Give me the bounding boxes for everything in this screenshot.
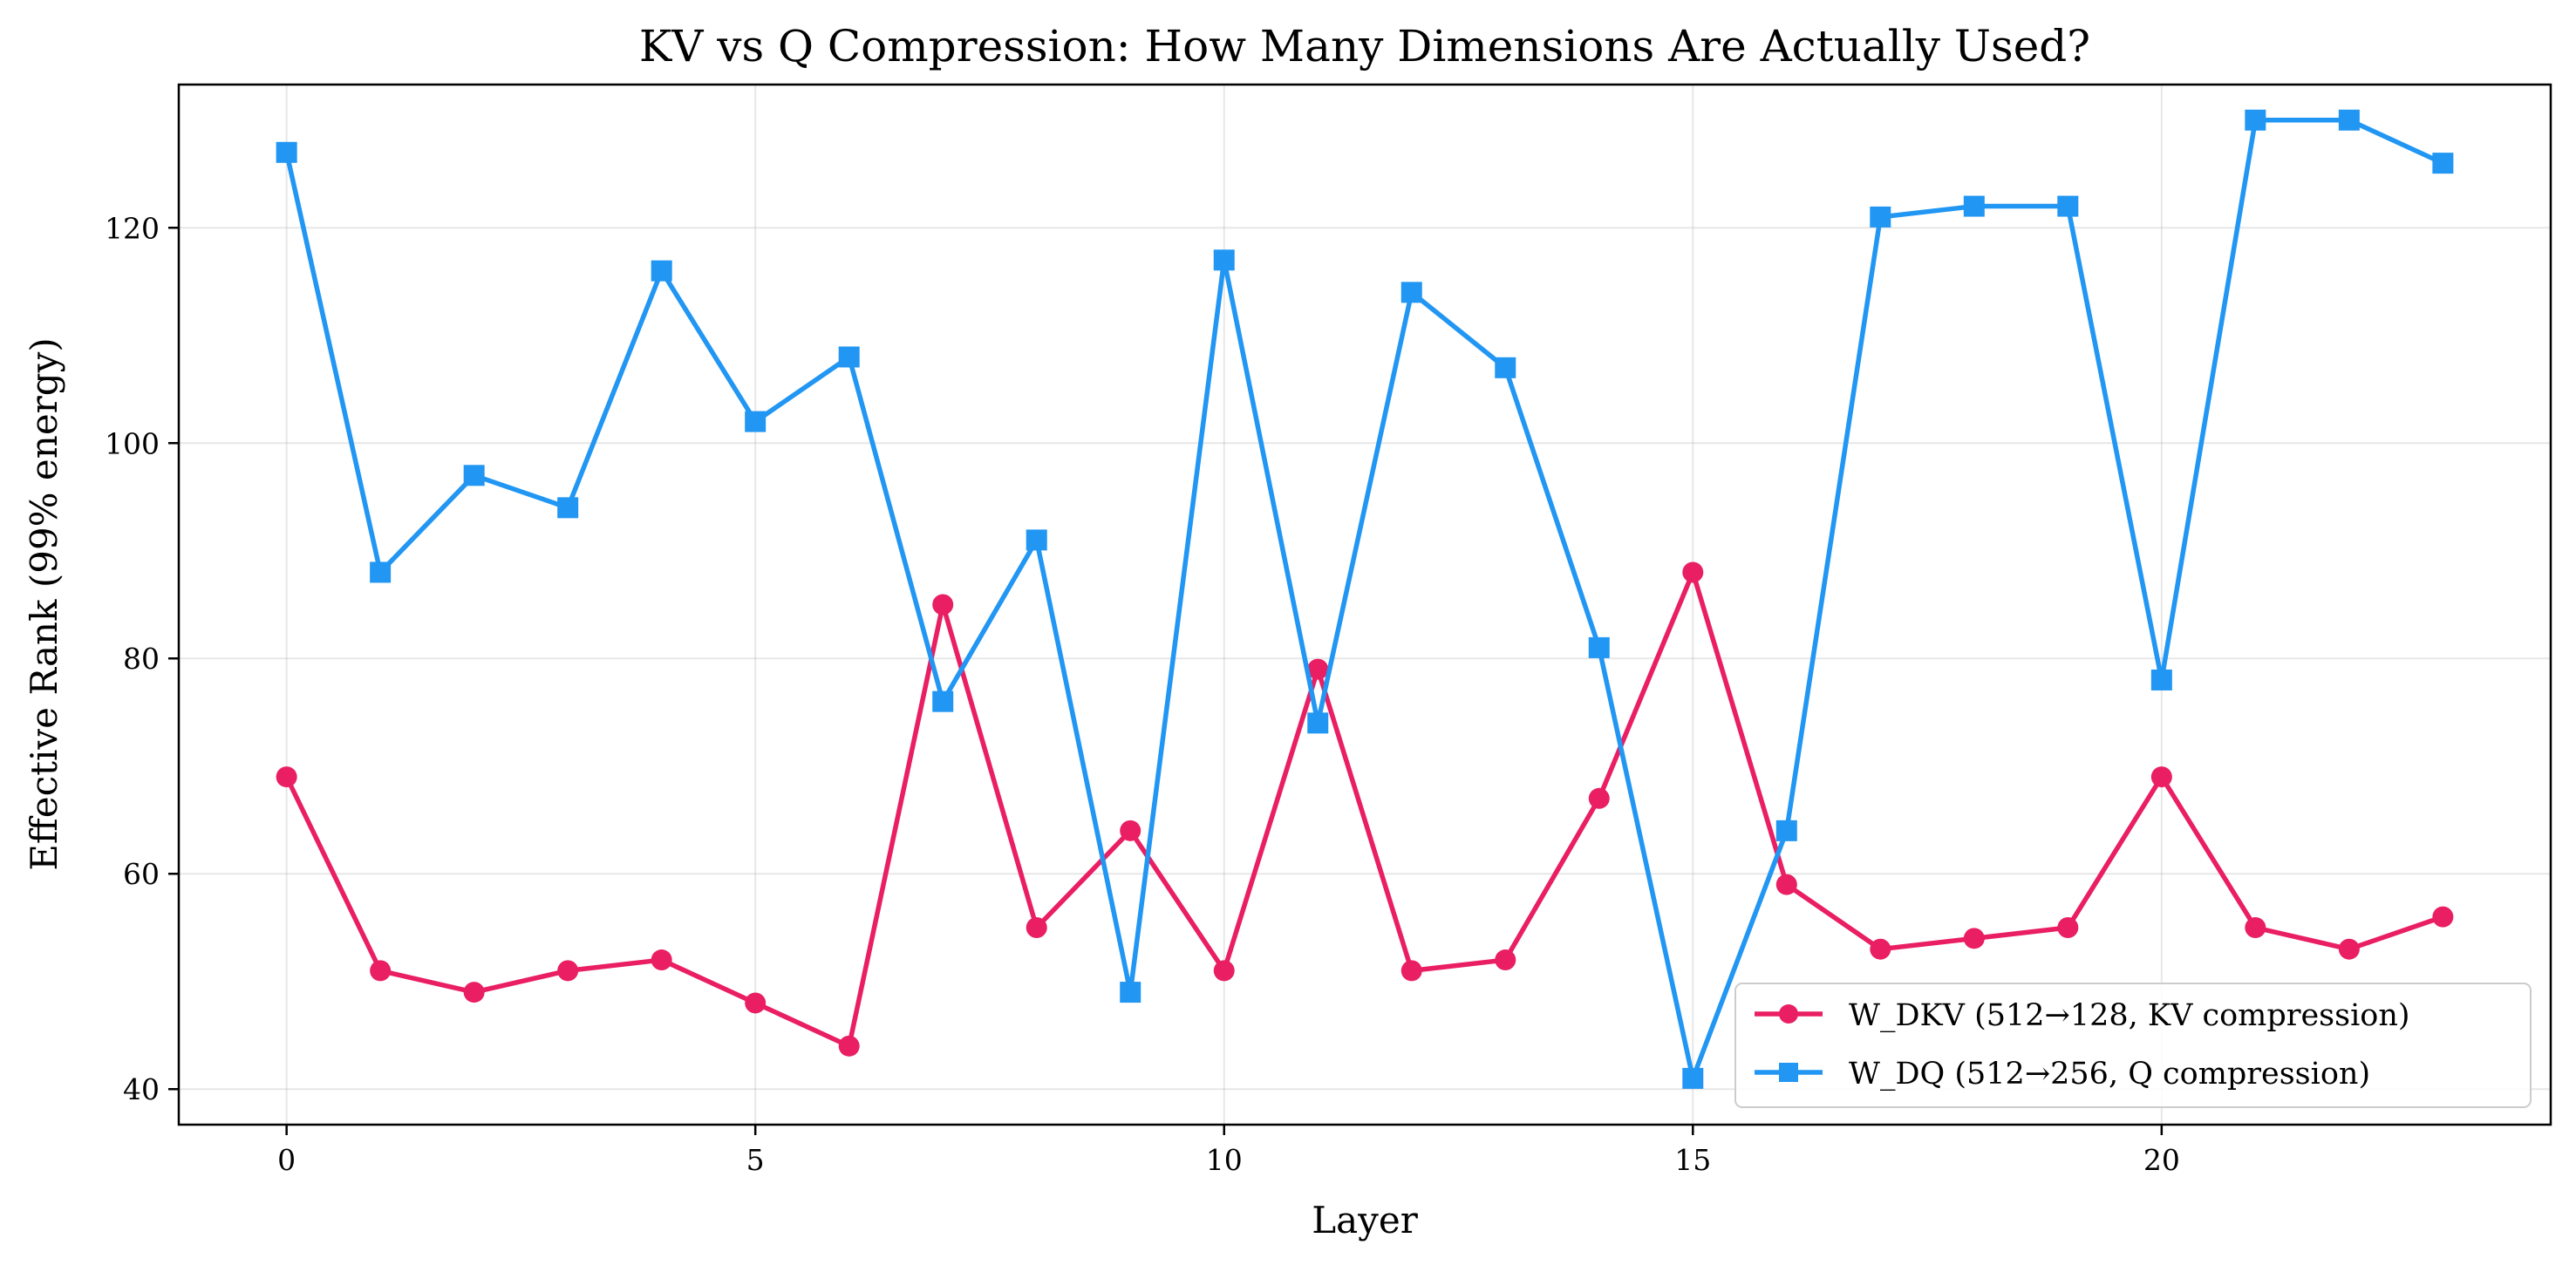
data-point-wdkv bbox=[1775, 874, 1797, 895]
data-point-wdkv bbox=[370, 960, 392, 982]
data-point-wdq bbox=[2338, 109, 2360, 131]
data-point-wdq bbox=[1400, 282, 1422, 303]
legend-marker-wdq bbox=[1779, 1063, 1798, 1082]
data-point-wdq bbox=[1120, 982, 1141, 1003]
y-axis-ticks: 40 60 80 100 120 bbox=[105, 211, 179, 1106]
x-axis-ticks: 0 5 10 15 20 bbox=[277, 1125, 2180, 1177]
data-point-wdq bbox=[276, 141, 297, 163]
legend-label-wdq: W_DQ (512→256, Q compression) bbox=[1849, 1057, 2370, 1092]
data-point-wdq bbox=[2245, 109, 2266, 131]
series-line-wdq bbox=[283, 118, 2444, 1081]
data-point-wdq bbox=[1307, 712, 1329, 734]
data-point-wdkv bbox=[838, 1035, 860, 1057]
series-wdq bbox=[276, 109, 2454, 1089]
x-tick-label: 0 bbox=[277, 1143, 296, 1177]
data-point-wdkv bbox=[1870, 938, 1891, 960]
data-point-wdq bbox=[838, 346, 860, 368]
data-point-wdq bbox=[1495, 357, 1516, 378]
data-point-wdkv bbox=[2057, 916, 2079, 938]
data-point-wdq bbox=[1213, 249, 1235, 271]
y-tick-label: 60 bbox=[123, 857, 160, 891]
legend-box bbox=[1734, 983, 2532, 1108]
x-tick-label: 20 bbox=[2143, 1143, 2180, 1177]
chart-title: KV vs Q Compression: How Many Dimensions… bbox=[639, 21, 2090, 71]
data-point-wdq bbox=[2432, 153, 2454, 174]
x-tick-label: 5 bbox=[746, 1143, 765, 1177]
data-point-wdkv bbox=[1495, 949, 1516, 971]
series-wdkv bbox=[276, 561, 2454, 1057]
grid-lines bbox=[179, 85, 2551, 1125]
data-point-wdkv bbox=[1588, 787, 1610, 809]
plot-area: 0 5 10 15 20 40 60 80 100 120 bbox=[105, 83, 2552, 1177]
data-point-wdkv bbox=[557, 960, 579, 982]
data-point-wdq bbox=[1870, 206, 1891, 228]
series-layer bbox=[276, 109, 2454, 1089]
data-point-wdq bbox=[1682, 1067, 1704, 1089]
data-point-wdq bbox=[651, 260, 672, 282]
data-point-wdq bbox=[2057, 195, 2079, 217]
data-point-wdkv bbox=[1400, 960, 1422, 982]
data-point-wdq bbox=[1775, 820, 1797, 841]
data-point-wdkv bbox=[2432, 906, 2454, 928]
y-tick-label: 120 bbox=[105, 211, 160, 245]
x-axis-label: Layer bbox=[1312, 1199, 1419, 1241]
x-tick-label: 10 bbox=[1206, 1143, 1243, 1177]
data-point-wdkv bbox=[2338, 938, 2360, 960]
data-point-wdkv bbox=[651, 949, 672, 971]
data-point-wdkv bbox=[276, 766, 297, 788]
data-point-wdkv bbox=[463, 982, 485, 1003]
data-point-wdkv bbox=[1963, 928, 1985, 949]
data-point-wdq bbox=[557, 497, 579, 519]
series-line-wdkv bbox=[284, 569, 2444, 1049]
data-point-wdq bbox=[2150, 669, 2172, 690]
data-point-wdq bbox=[1026, 529, 1047, 551]
data-point-wdkv bbox=[1213, 960, 1235, 982]
legend-label-wdkv: W_DKV (512→128, KV compression) bbox=[1849, 998, 2410, 1033]
legend-marker-wdkv bbox=[1779, 1004, 1798, 1024]
plot-frame bbox=[177, 83, 2552, 1126]
data-point-wdkv bbox=[1682, 561, 1704, 583]
y-axis-label: Effective Rank (99% energy) bbox=[23, 337, 65, 871]
data-point-wdkv bbox=[1026, 916, 1047, 938]
data-point-wdkv bbox=[745, 992, 767, 1014]
data-point-wdq bbox=[463, 465, 485, 486]
data-point-wdkv bbox=[1307, 658, 1329, 680]
y-tick-label: 100 bbox=[105, 426, 160, 460]
data-point-wdkv bbox=[2150, 766, 2172, 788]
legend: W_DKV (512→128, KV compression) W_DQ (51… bbox=[1734, 983, 2532, 1108]
data-point-wdkv bbox=[932, 594, 954, 616]
data-point-wdq bbox=[1588, 636, 1610, 658]
y-tick-label: 80 bbox=[123, 642, 160, 676]
x-tick-label: 15 bbox=[1674, 1143, 1711, 1177]
data-point-wdkv bbox=[2245, 916, 2266, 938]
data-point-wdq bbox=[370, 561, 392, 583]
data-point-wdq bbox=[932, 690, 954, 712]
data-point-wdq bbox=[1963, 195, 1985, 217]
data-point-wdq bbox=[745, 411, 767, 432]
data-point-wdkv bbox=[1120, 820, 1141, 841]
y-tick-label: 40 bbox=[123, 1072, 160, 1106]
